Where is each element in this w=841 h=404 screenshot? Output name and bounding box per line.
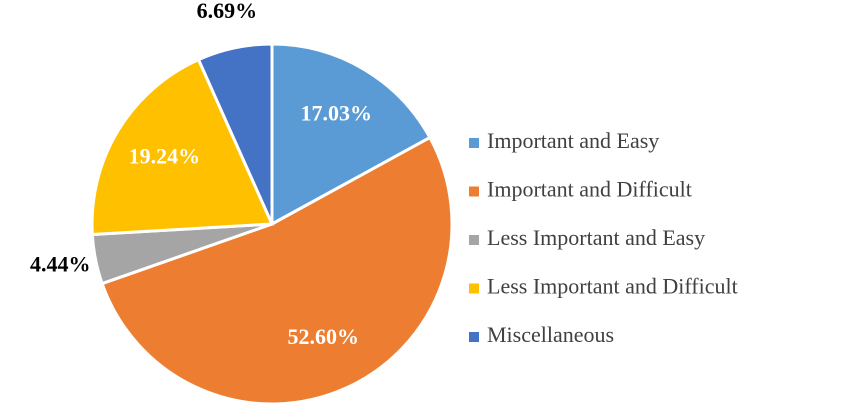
data-label: 17.03% bbox=[300, 101, 372, 126]
legend-label: Miscellaneous bbox=[487, 322, 614, 347]
pie-slice bbox=[90, 57, 275, 237]
data-label: 4.44% bbox=[30, 252, 91, 277]
legend-label: Less Important and Easy bbox=[487, 225, 705, 250]
data-label: 6.69% bbox=[197, 0, 258, 23]
pie-slice bbox=[100, 135, 454, 404]
data-label: 19.24% bbox=[129, 144, 201, 169]
pie-slice bbox=[196, 42, 274, 225]
legend-label: Less Important and Difficult bbox=[487, 274, 738, 299]
data-label: 52.60% bbox=[288, 324, 360, 349]
legend-swatch bbox=[469, 283, 479, 294]
pie-slice bbox=[270, 42, 432, 227]
legend-swatch bbox=[469, 138, 479, 148]
legend-swatch bbox=[469, 186, 479, 197]
legend-label: Important and Easy bbox=[487, 128, 659, 153]
legend-swatch bbox=[469, 235, 479, 245]
legend-label: Important and Difficult bbox=[487, 177, 692, 202]
legend-swatch bbox=[469, 332, 479, 342]
